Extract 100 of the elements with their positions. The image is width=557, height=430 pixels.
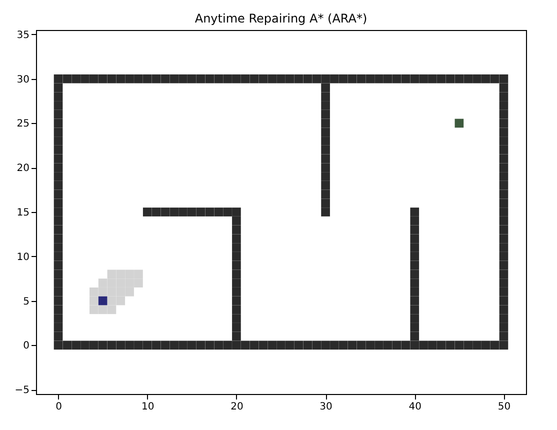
point [160, 208, 170, 216]
point [107, 305, 116, 314]
point [410, 252, 420, 261]
point [232, 260, 241, 270]
point [240, 74, 250, 84]
point [54, 216, 63, 226]
point [321, 145, 330, 154]
point [232, 278, 241, 288]
point [312, 74, 322, 84]
point [54, 287, 63, 296]
point [285, 74, 294, 84]
point [312, 340, 322, 350]
point [232, 252, 241, 261]
point [232, 243, 241, 252]
point [54, 145, 63, 154]
y-tick-label: 30 [16, 74, 30, 86]
point [205, 340, 214, 350]
point [80, 74, 90, 84]
y-tick-label: 0 [23, 340, 30, 352]
point [232, 332, 241, 341]
point [54, 74, 63, 84]
point [89, 340, 98, 350]
point [54, 163, 63, 172]
point [436, 340, 446, 350]
point [116, 74, 126, 84]
point [54, 172, 63, 181]
point [214, 74, 224, 84]
point [499, 340, 508, 350]
point [142, 340, 152, 350]
point [232, 340, 241, 350]
point [107, 278, 116, 288]
point [142, 74, 152, 84]
point [428, 74, 437, 84]
point [54, 180, 63, 190]
point [276, 74, 286, 84]
point [348, 340, 357, 350]
x-tick-label: 40 [408, 402, 422, 412]
point [80, 340, 90, 350]
point [356, 340, 366, 350]
point [321, 180, 330, 190]
point [499, 278, 508, 288]
point [392, 74, 402, 84]
point [62, 340, 72, 350]
point [142, 208, 152, 216]
point [196, 74, 206, 84]
point [454, 118, 464, 128]
point [428, 340, 437, 350]
point [214, 208, 224, 216]
point [410, 332, 420, 341]
point [321, 110, 330, 119]
point [107, 296, 116, 306]
point [499, 83, 508, 92]
point [499, 225, 508, 234]
point [348, 74, 357, 84]
point [472, 340, 482, 350]
point [54, 314, 63, 323]
point [321, 92, 330, 101]
point [490, 74, 500, 84]
point [499, 118, 508, 128]
point [160, 340, 170, 350]
point [54, 278, 63, 288]
point [499, 332, 508, 341]
y-tick-label: 15 [16, 208, 30, 218]
x-tick-label: 20 [230, 402, 244, 412]
point [232, 314, 241, 323]
point [187, 340, 196, 350]
point [374, 74, 384, 84]
point [419, 340, 428, 350]
point [481, 340, 490, 350]
point [232, 74, 241, 84]
point [107, 74, 116, 84]
point [62, 74, 72, 84]
point [499, 74, 508, 84]
x-tick-label: 10 [141, 402, 154, 412]
point [446, 74, 455, 84]
point [54, 234, 63, 244]
point [54, 110, 63, 119]
point [410, 270, 420, 279]
point [134, 278, 143, 288]
point [321, 101, 330, 110]
point [196, 340, 206, 350]
point [499, 216, 508, 226]
point [89, 296, 98, 306]
point [410, 208, 420, 216]
y-tick-label: 25 [16, 118, 30, 130]
point [499, 163, 508, 172]
point [232, 216, 241, 226]
point [54, 243, 63, 252]
point [472, 74, 482, 84]
point [214, 340, 224, 350]
chart-title: Anytime Repairing A* (ARA*) [194, 11, 368, 26]
point [98, 296, 108, 306]
point [410, 234, 420, 244]
point [285, 340, 294, 350]
point [419, 74, 428, 84]
point [170, 74, 179, 84]
point [107, 287, 116, 296]
point [54, 101, 63, 110]
point [107, 270, 116, 279]
point [454, 74, 464, 84]
